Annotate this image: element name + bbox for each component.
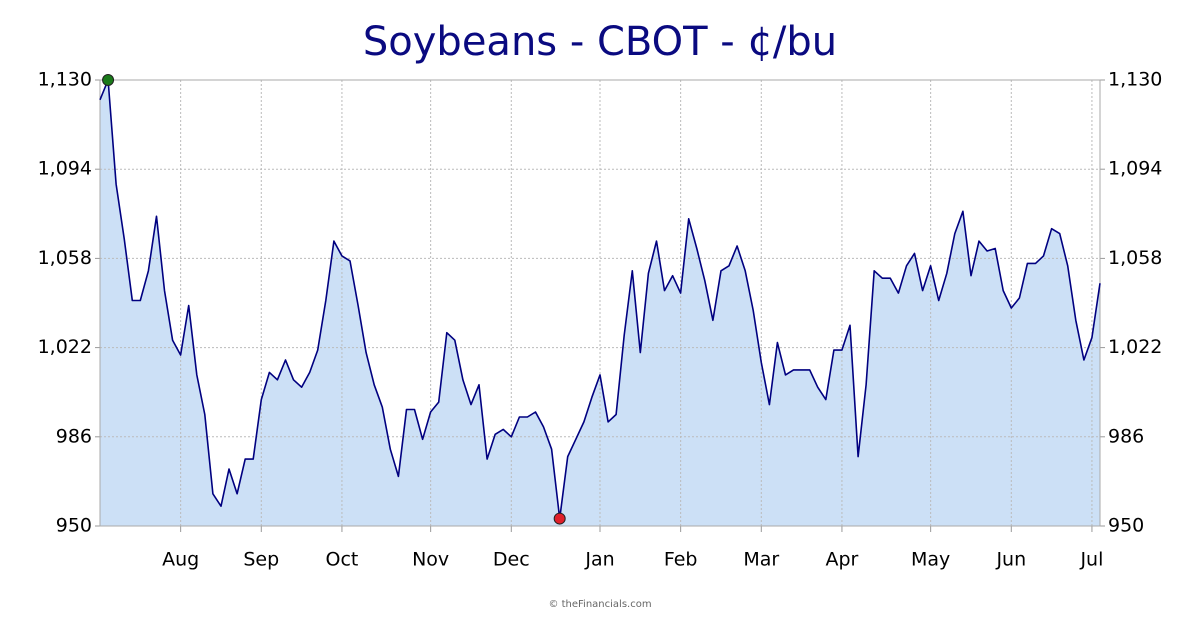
y-tick-label: 1,058	[38, 247, 92, 269]
y-tick-label-right: 986	[1108, 425, 1144, 447]
x-tick-label: Dec	[493, 549, 530, 571]
y-tick-label-right: 1,094	[1108, 158, 1162, 180]
x-tick-label: Feb	[664, 549, 698, 571]
y-tick-label-right: 1,130	[1108, 69, 1162, 91]
x-tick-label: Mar	[743, 549, 779, 571]
x-tick-label: Jan	[584, 549, 614, 571]
y-tick-label-right: 1,022	[1108, 336, 1162, 358]
y-tick-label: 1,022	[38, 336, 92, 358]
x-tick-label: Jul	[1079, 549, 1103, 571]
y-tick-label-right: 1,058	[1108, 247, 1162, 269]
x-tick-label: Apr	[825, 549, 858, 571]
x-tick-label: May	[911, 549, 950, 571]
y-tick-label: 986	[56, 425, 92, 447]
y-tick-label: 1,094	[38, 158, 92, 180]
x-tick-label: Jun	[995, 549, 1026, 571]
plot-border	[99, 79, 1101, 527]
x-tick-label: Nov	[412, 549, 449, 571]
x-tick-label: Sep	[243, 549, 279, 571]
x-tick-label: Oct	[326, 549, 359, 571]
y-tick-label-right: 950	[1108, 515, 1144, 537]
line	[99, 79, 1101, 520]
area	[100, 80, 1100, 526]
source: © theFinancials.com	[548, 599, 651, 610]
x-tick-label: Aug	[162, 549, 199, 571]
y-tick-label: 1,130	[38, 69, 92, 91]
y-tick-label: 950	[56, 515, 92, 537]
chart-title: Soybeans - CBOT - ¢/bu	[363, 19, 837, 65]
max-marker	[102, 74, 115, 86]
min-marker	[553, 512, 566, 525]
